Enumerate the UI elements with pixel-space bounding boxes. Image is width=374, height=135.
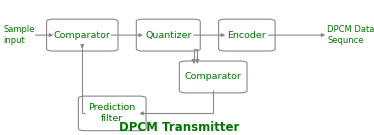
FancyBboxPatch shape <box>46 19 118 51</box>
Text: Prediction
filter: Prediction filter <box>89 103 136 123</box>
Text: Encoder: Encoder <box>227 31 266 40</box>
Text: DPCM Transmitter: DPCM Transmitter <box>119 121 240 134</box>
Text: Quantizer: Quantizer <box>145 31 191 40</box>
Text: Comparator: Comparator <box>185 72 242 81</box>
FancyBboxPatch shape <box>179 61 247 93</box>
Text: Sample
input: Sample input <box>4 25 35 45</box>
FancyBboxPatch shape <box>78 96 146 131</box>
FancyBboxPatch shape <box>136 19 200 51</box>
Text: Comparator: Comparator <box>54 31 111 40</box>
FancyBboxPatch shape <box>218 19 275 51</box>
Text: DPCM Data
Sequnce: DPCM Data Sequnce <box>327 25 374 45</box>
